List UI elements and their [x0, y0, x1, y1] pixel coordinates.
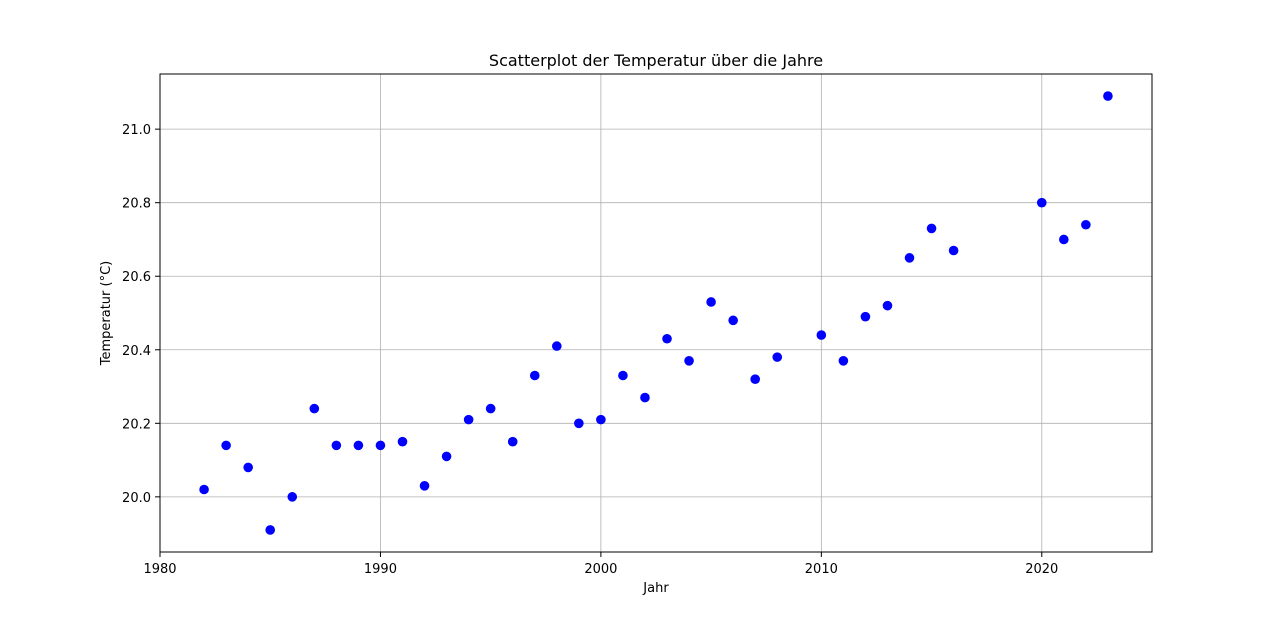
data-point — [397, 436, 408, 447]
data-point — [221, 440, 231, 451]
x-tick-label: 2000 — [584, 562, 617, 577]
data-point — [684, 356, 694, 366]
data-point — [441, 451, 452, 462]
data-point — [265, 525, 276, 535]
data-point — [926, 223, 937, 234]
data-point — [485, 403, 496, 414]
data-point — [353, 440, 364, 451]
plot-area — [160, 74, 1152, 552]
data-point — [596, 414, 606, 425]
data-point — [243, 462, 253, 473]
y-axis-title: Temperatur (°C) — [99, 261, 114, 367]
data-point — [948, 245, 959, 256]
x-tick-label: 1990 — [364, 562, 397, 577]
data-point — [1059, 234, 1069, 245]
data-point — [662, 333, 672, 344]
data-point — [199, 484, 209, 495]
data-point — [618, 370, 628, 381]
data-point — [574, 418, 584, 429]
data-point — [772, 352, 783, 362]
data-point — [706, 297, 716, 307]
y-tick-label: 20.8 — [122, 197, 151, 212]
plot-frame — [159, 73, 1153, 553]
y-tick-label: 20.6 — [122, 270, 151, 285]
data-points — [199, 91, 1113, 535]
data-point — [728, 315, 738, 326]
x-axis-title: Jahr — [642, 581, 669, 596]
data-point — [463, 414, 474, 425]
data-point — [640, 392, 650, 403]
data-point — [507, 436, 518, 447]
grid-lines — [159, 74, 1152, 552]
y-tick-label: 20.4 — [122, 344, 151, 359]
data-point — [375, 440, 386, 451]
data-point — [309, 403, 320, 414]
data-point — [882, 300, 893, 311]
data-point — [1081, 219, 1091, 230]
x-tick-label: 2010 — [805, 562, 838, 577]
data-point — [1103, 91, 1113, 101]
y-tick-label: 21.0 — [122, 123, 151, 138]
data-point — [1036, 197, 1047, 208]
y-axis-ticks: 20.0 20.2 20.4 20.6 20.8 21.0 — [122, 123, 160, 506]
data-point — [331, 440, 342, 451]
x-axis-ticks: 1980 1990 2000 2010 2020 — [143, 552, 1058, 577]
chart-title: Scatterplot der Temperatur über die Jahr… — [489, 51, 823, 70]
data-point — [287, 492, 298, 502]
data-point — [529, 370, 540, 381]
data-point — [552, 341, 562, 351]
data-point — [838, 356, 849, 366]
x-tick-label: 1980 — [143, 562, 176, 577]
x-tick-label: 2020 — [1025, 562, 1058, 577]
data-point — [860, 311, 871, 322]
y-tick-label: 20.2 — [122, 417, 151, 432]
data-point — [419, 481, 430, 491]
data-point — [750, 374, 760, 384]
y-tick-label: 20.0 — [122, 491, 151, 506]
data-point — [904, 253, 915, 263]
data-point — [816, 330, 827, 340]
